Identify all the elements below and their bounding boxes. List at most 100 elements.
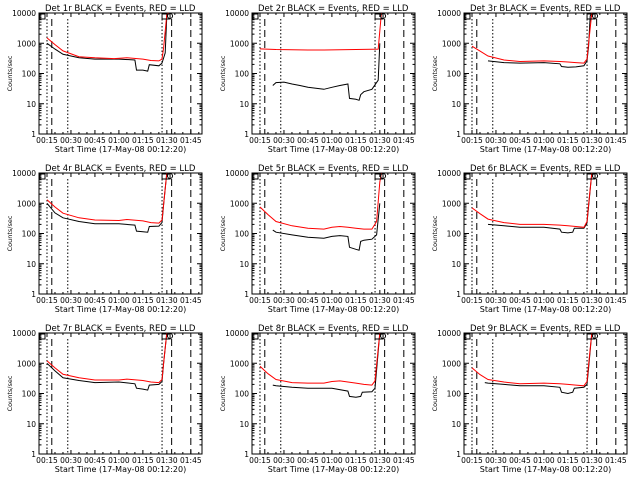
x-tick-label: 00:15 <box>461 296 483 305</box>
y-axis-label: Counts/sec <box>431 215 439 251</box>
x-tick-label: 00:45 <box>509 456 531 465</box>
panel-title: Det 7r BLACK = Events, RED = LLD <box>45 324 196 334</box>
series-line-lld <box>259 172 382 230</box>
x-tick-label: 01:30 <box>581 296 603 305</box>
series-line-events <box>487 172 593 234</box>
y-tick-label: 1000 <box>442 199 461 208</box>
series-line-events <box>46 172 168 233</box>
y-tick-label: 10 <box>26 260 36 269</box>
x-tick-label: 00:45 <box>509 136 531 145</box>
y-tick-label: 100 <box>235 230 250 239</box>
x-tick-label: 01:45 <box>180 456 202 465</box>
x-tick-label: 01:30 <box>369 296 391 305</box>
marker-box-left <box>252 333 259 340</box>
y-tick-label: 100 <box>22 230 37 239</box>
marker-box-left <box>252 13 259 20</box>
series-line-events <box>272 332 381 398</box>
x-tick-label: 01:30 <box>581 456 603 465</box>
x-tick-label: 01:15 <box>132 136 154 145</box>
x-tick-label: 00:45 <box>297 136 319 145</box>
y-tick-label: 100 <box>235 70 250 79</box>
y-axis-label: Counts/sec <box>219 215 227 251</box>
detector-panel-3: Det 3r BLACK = Events, RED = LLD 1 10 100 10… <box>431 4 628 154</box>
series-line-lld <box>471 332 593 387</box>
plot-frame <box>38 12 203 135</box>
x-tick-label: 01:30 <box>156 456 178 465</box>
y-tick-label: 1 <box>456 450 461 459</box>
x-tick-label: 01:00 <box>108 296 130 305</box>
y-tick-label: 1 <box>31 130 36 139</box>
detector-panel-4: Det 4r BLACK = Events, RED = LLD 1 10 100 10… <box>6 164 203 314</box>
y-tick-label: 1 <box>244 130 249 139</box>
series-line-lld <box>259 12 382 51</box>
x-axis-title: Start Time (17-May-08 00:12:20) <box>55 465 186 474</box>
panel-title: Det 1r BLACK = Events, RED = LLD <box>45 4 196 14</box>
x-tick-label: 01:30 <box>369 456 391 465</box>
y-tick-label: 100 <box>447 230 462 239</box>
x-tick-label: 01:00 <box>108 456 130 465</box>
series-line-lld <box>471 12 593 64</box>
x-tick-label: 00:30 <box>273 136 295 145</box>
y-tick-label: 1000 <box>17 199 36 208</box>
y-axis-label: Counts/sec <box>6 375 14 411</box>
series-line-lld <box>46 332 168 384</box>
x-tick-label: 00:30 <box>273 456 295 465</box>
x-tick-label: 01:45 <box>393 456 415 465</box>
marker-box-right <box>374 173 384 180</box>
marker-circle <box>592 333 599 339</box>
marker-circle <box>592 173 599 179</box>
marker-circle <box>592 13 599 19</box>
y-axis-label: Counts/sec <box>6 55 14 91</box>
y-tick-label: 1000 <box>442 39 461 48</box>
x-tick-label: 01:45 <box>180 296 202 305</box>
y-tick-label: 10 <box>239 420 249 429</box>
detector-panel-5: Det 5r BLACK = Events, RED = LLD 1 10 100 10… <box>219 164 416 314</box>
x-tick-label: 00:30 <box>273 296 295 305</box>
series-line-events <box>272 203 381 251</box>
marker-box-right <box>161 13 171 20</box>
plot-frame <box>251 332 416 455</box>
series-line-lld <box>46 12 169 62</box>
x-tick-label: 01:00 <box>108 136 130 145</box>
series-line-events <box>487 12 593 68</box>
x-tick-label: 00:45 <box>297 456 319 465</box>
x-tick-label: 01:15 <box>557 136 579 145</box>
panel-title: Det 3r BLACK = Events, RED = LLD <box>470 4 621 14</box>
x-tick-label: 00:30 <box>60 296 82 305</box>
marker-box-right <box>586 173 596 180</box>
y-tick-label: 1 <box>244 290 249 299</box>
y-tick-label: 1 <box>244 450 249 459</box>
plot-frame <box>463 332 628 455</box>
marker-circle <box>167 173 174 179</box>
x-tick-label: 00:30 <box>485 136 507 145</box>
x-tick-label: 00:45 <box>509 296 531 305</box>
y-tick-label: 1 <box>31 290 36 299</box>
marker-box-right <box>374 333 384 340</box>
marker-box-left <box>39 13 46 20</box>
y-axis-label: Counts/sec <box>431 55 439 91</box>
x-tick-label: 01:00 <box>533 456 555 465</box>
detector-panel-2: Det 2r BLACK = Events, RED = LLD 1 10 100 10… <box>219 4 416 154</box>
x-tick-label: 00:45 <box>297 296 319 305</box>
marker-box-left <box>39 173 46 180</box>
x-tick-label: 00:15 <box>249 296 271 305</box>
marker-circle <box>167 333 174 339</box>
detector-panel-6: Det 6r BLACK = Events, RED = LLD 1 10 100 10… <box>431 164 628 314</box>
y-tick-label: 1000 <box>230 199 249 208</box>
y-tick-label: 1 <box>456 130 461 139</box>
y-tick-label: 1 <box>31 450 36 459</box>
y-tick-label: 10 <box>451 100 461 109</box>
detector-panel-1: Det 1r BLACK = Events, RED = LLD 1 10 100 10… <box>6 4 203 154</box>
y-tick-label: 10 <box>239 100 249 109</box>
y-tick-label: 10000 <box>225 329 249 338</box>
y-tick-label: 10000 <box>12 329 36 338</box>
x-tick-label: 01:15 <box>132 296 154 305</box>
y-tick-label: 100 <box>22 70 37 79</box>
panel-title: Det 8r BLACK = Events, RED = LLD <box>258 324 409 334</box>
x-axis-title: Start Time (17-May-08 00:12:20) <box>55 145 186 154</box>
marker-circle <box>167 13 174 19</box>
series-line-lld <box>259 332 381 386</box>
y-axis-label: Counts/sec <box>219 375 227 411</box>
y-tick-label: 10000 <box>225 9 249 18</box>
x-tick-label: 01:15 <box>345 296 367 305</box>
